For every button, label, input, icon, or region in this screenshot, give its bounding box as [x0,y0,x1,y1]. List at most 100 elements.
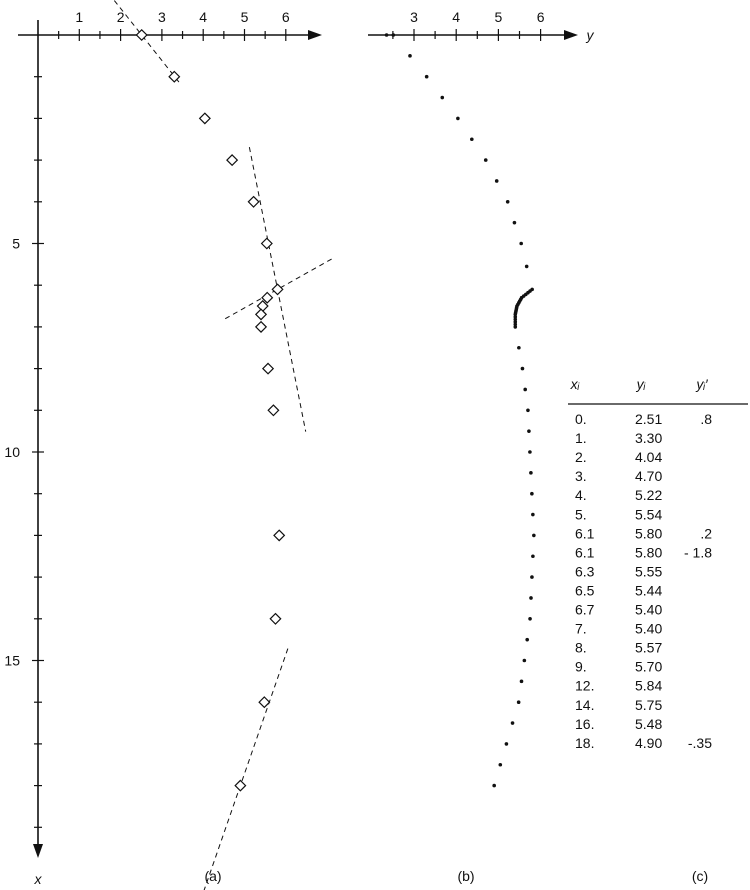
curve-dot [440,95,445,100]
curve-dot [524,264,529,269]
curve-dot [513,315,518,319]
table-cell-x: 12. [575,678,594,694]
table-header-yi: yᵢ [636,376,646,392]
y-tick-label: 6 [537,9,545,25]
table-cell-y: 5.57 [635,640,662,656]
curve-dot [513,317,518,322]
curve-dot [504,742,509,746]
data-point-diamond [267,404,280,417]
curve-dot [517,345,521,350]
curve-dot [513,322,518,327]
curve-dot [516,700,521,704]
table-cell-y: 4.90 [635,735,662,751]
curve-dot [519,679,524,684]
panel-label-b: (b) [457,868,474,884]
y-tick-label: 1 [75,9,83,25]
table-cell-y: 5.75 [635,697,662,713]
curve-dot [529,596,533,600]
data-point-diamond [247,195,260,208]
y-tick-label: 3 [158,9,166,25]
table-cell-x: 4. [575,487,587,503]
curve-dot [391,33,396,37]
data-point-diamond [269,612,282,625]
x-tick-label: 5 [12,236,20,252]
table-cell-y: 5.70 [635,659,662,675]
curve-dot [492,783,496,788]
data-point-diamond [226,154,239,167]
curve-dot [522,658,527,663]
table-cell-x: 6.7 [575,602,595,618]
table-cell-x: 6.5 [575,582,595,598]
y-tick-label: 2 [117,9,125,25]
data-point-diamond [271,283,284,296]
y-axis-arrowhead [564,30,578,40]
curve-dot [483,158,488,162]
table-cell-x: 7. [575,621,587,637]
curve-dot [526,408,530,413]
table-cell-y: 5.40 [635,602,662,618]
y-axis-name: y [586,27,595,43]
table-cell-y: 5.80 [635,525,662,541]
panel-c-table: xᵢ yᵢ yᵢ′ 0. 2.51 .8 1. 3.30 2. 4.04 3. 4.70 4. 5.22 5… [568,376,748,751]
x-axis-name: x [34,871,43,887]
table-cell-x: 6.1 [575,544,595,560]
table-cell-y: 4.04 [635,449,662,465]
panel-label-a: (a) [204,868,221,884]
table-cell-y: 5.40 [635,621,662,637]
table-cell-y: 3.30 [635,430,662,446]
table-cell-x: 5. [575,506,587,522]
curve-dot [505,200,510,204]
panel-b: 3 4 5 6 y [368,9,595,788]
axis-origin-dot [384,33,389,37]
y-tick-label: 5 [241,9,249,25]
table-cell-y: 5.44 [635,582,662,598]
table-cell-slope: - 1.8 [684,544,712,560]
curve-dot [408,54,412,58]
table-cell-slope: .2 [700,525,712,541]
table-cell-slope: .8 [700,411,712,427]
curve-dot [513,325,518,329]
curve-dot [523,387,527,392]
table-cell-x: 6.1 [575,525,595,541]
data-point-diamond [261,362,275,375]
table-cell-y: 5.54 [635,506,662,522]
curve-dot [512,220,517,225]
x-tick-label: 15 [4,653,20,669]
curve-dot [532,533,536,538]
curve-dot [494,179,499,183]
table-cell-x: 16. [575,716,594,732]
curve-dot [530,491,534,496]
table-cell-y: 5.80 [635,544,662,560]
y-tick-label: 4 [199,9,207,25]
tangent-line [223,258,332,321]
table-cell-x: 14. [575,697,594,713]
data-point-diamond [168,70,181,83]
table-cell-x: 3. [575,468,587,484]
y-tick-label: 3 [410,9,418,25]
y-tick-label: 4 [452,9,460,25]
curve-dot [470,137,474,142]
curve-dot [456,116,460,121]
data-point-diamond [260,237,273,250]
table-cell-x: 18. [575,735,594,751]
curve-dot [510,721,515,725]
curve-dot [528,450,532,454]
curve-dot [527,429,531,433]
table-cell-y: 5.48 [635,716,662,732]
curve-dot [519,241,523,246]
x-tick-label: 10 [4,444,20,460]
table-cell-y: 5.55 [635,563,662,579]
table-cell-slope: -.35 [688,735,712,751]
table-cell-x: 6.3 [575,563,595,579]
data-point-diamond [258,696,271,709]
y-tick-label: 6 [282,9,290,25]
table-cell-y: 5.22 [635,487,662,503]
data-point-diamond [254,308,268,321]
x-axis-arrowhead [33,844,43,858]
y-axis-arrowhead [308,30,322,40]
table-cell-x: 0. [575,411,587,427]
table-cell-x: 1. [575,430,587,446]
table-cell-y: 5.84 [635,678,662,694]
tangent-line [203,648,289,890]
